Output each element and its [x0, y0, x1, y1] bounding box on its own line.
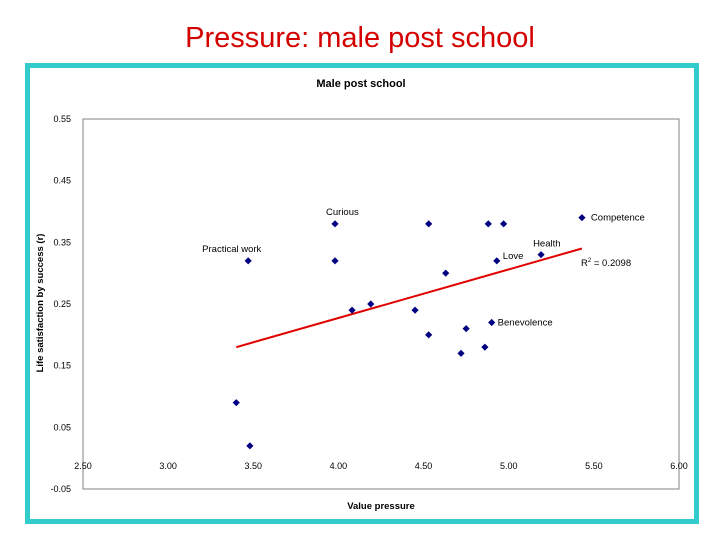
chart-title: Male post school [316, 78, 405, 90]
x-axis-title: Value pressure [347, 501, 415, 512]
data-point [493, 257, 501, 265]
y-tick-label: 0.45 [53, 176, 71, 186]
trendline [235, 247, 583, 349]
x-tick-label: 4.00 [330, 461, 348, 471]
point-label: Benevolence [498, 318, 553, 329]
data-point [367, 300, 375, 308]
data-point [500, 220, 508, 228]
data-point [462, 325, 470, 333]
data-point [232, 399, 240, 407]
x-tick-label: 3.50 [245, 461, 263, 471]
point-label: Practical work [202, 244, 261, 255]
x-tick-label: 3.00 [159, 461, 177, 471]
y-tick-label: -0.05 [50, 484, 71, 494]
data-point [578, 214, 586, 222]
r-squared-symbol: R [581, 258, 588, 269]
x-tick-label: 6.00 [670, 461, 688, 471]
x-tick-label: 5.00 [500, 461, 518, 471]
y-tick-label: 0.15 [53, 361, 71, 371]
y-axis-title: Life satisfaction by success (r) [35, 234, 46, 373]
slide-title: Pressure: male post school [185, 22, 535, 54]
r-squared-equals: = [591, 258, 602, 269]
point-label: Competence [591, 213, 645, 224]
y-tick-label: 0.55 [53, 114, 71, 124]
data-point [246, 442, 254, 450]
plot-area [82, 118, 680, 490]
y-tick-label: 0.05 [53, 422, 71, 432]
y-tick-label: 0.25 [53, 299, 71, 309]
x-tick-label: 2.50 [74, 461, 92, 471]
y-tick-label: 0.35 [53, 237, 71, 247]
x-tick-label: 5.50 [585, 461, 603, 471]
r-squared-value: 0.2098 [602, 258, 631, 269]
point-label: Curious [326, 207, 359, 218]
data-point [331, 257, 339, 265]
data-point [425, 220, 433, 228]
r-squared-exponent: 2 [588, 258, 592, 264]
chart-frame: Male post school 0.55 0.45 0.35 0.25 0.15 0.0… [25, 63, 699, 524]
scatter-chart: Male post school 0.55 0.45 0.35 0.25 0.15 0.0… [30, 68, 694, 519]
r-squared-annotation: R2 = 0.2098 [581, 258, 631, 269]
data-point [348, 306, 356, 314]
data-point [331, 220, 339, 228]
point-label: Health [533, 239, 560, 250]
x-tick-label: 4.50 [415, 461, 433, 471]
data-point [481, 343, 489, 351]
data-point [425, 331, 433, 339]
point-label: Love [503, 251, 524, 262]
data-point [457, 349, 465, 357]
data-point [484, 220, 492, 228]
data-point [488, 318, 496, 327]
